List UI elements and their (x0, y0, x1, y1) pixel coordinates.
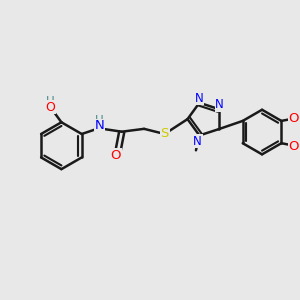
Text: O: O (45, 100, 55, 114)
Text: O: O (110, 149, 121, 162)
Text: N: N (194, 92, 203, 105)
Text: N: N (193, 135, 202, 148)
Text: H: H (95, 114, 104, 127)
Text: S: S (160, 128, 169, 140)
Text: N: N (94, 119, 104, 133)
Text: N: N (215, 98, 224, 111)
Text: O: O (288, 140, 299, 153)
Text: H: H (46, 95, 54, 108)
Text: O: O (288, 112, 299, 124)
